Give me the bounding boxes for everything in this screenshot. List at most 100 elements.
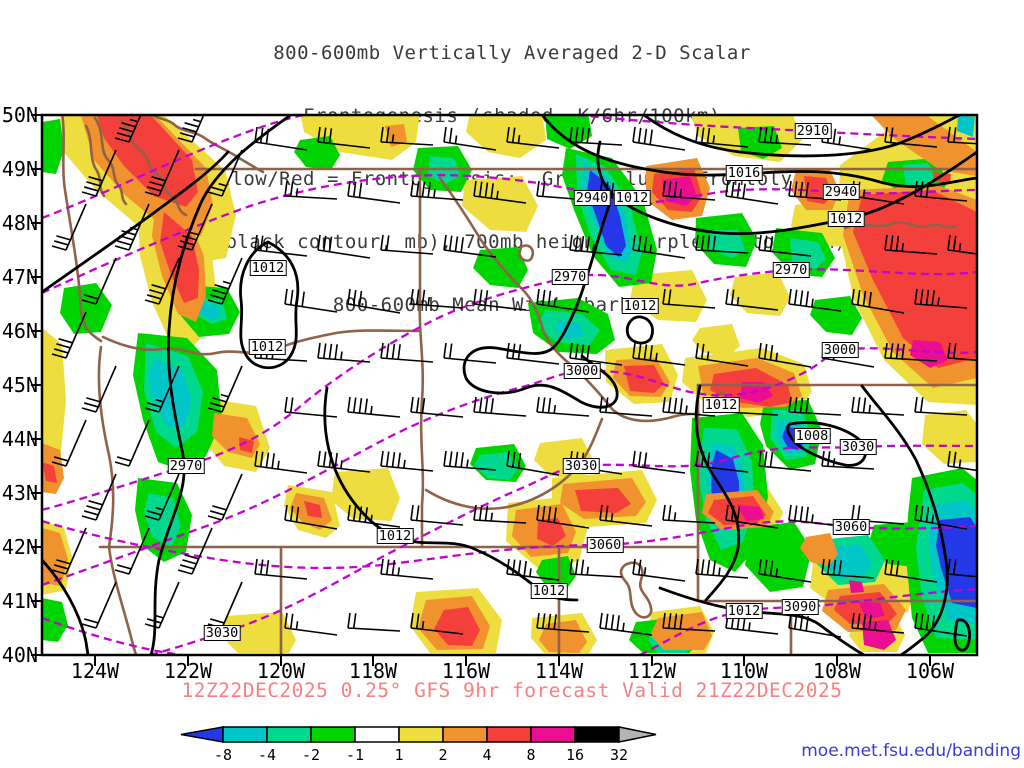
wind-barb: [914, 504, 968, 530]
wind-barb: [695, 126, 749, 148]
wind-barb: [473, 396, 527, 417]
wind-barb: [114, 203, 150, 251]
wind-barb: [632, 450, 686, 474]
colorbar-segment: [442, 726, 488, 743]
wind-barb: [317, 450, 371, 473]
wind-barb: [695, 234, 749, 254]
wind-barb: [978, 289, 1024, 309]
wind-barb: [788, 288, 842, 312]
wind-barb: [536, 612, 590, 633]
contour-label-1012: 1012: [613, 190, 651, 206]
mslp-contour: [694, 384, 741, 602]
lat-label-45N: 45N: [1, 373, 38, 397]
contour-label-3000: 3000: [563, 363, 601, 379]
map-frame: [31, 113, 979, 666]
wind-barb: [851, 288, 905, 314]
border-line: [151, 116, 265, 174]
shade-blob: [43, 528, 68, 586]
wind-barb: [506, 558, 560, 581]
wind-barb: [884, 126, 938, 148]
wind-barb: [51, 311, 87, 359]
colorbar-segment: [530, 726, 576, 743]
mslp-contour: [860, 384, 949, 654]
wind-barb: [506, 342, 560, 365]
wind-barb: [851, 612, 905, 634]
mslp-contour: [658, 586, 865, 654]
contour-label-3030: 3030: [839, 439, 877, 455]
border-line: [93, 116, 128, 206]
wind-barb: [851, 396, 905, 416]
wind-barb: [207, 473, 243, 521]
border-line: [517, 244, 534, 262]
contour-label-1012: 1012: [248, 339, 286, 355]
wind-barb: [599, 504, 653, 527]
wind-barb: [758, 342, 812, 368]
wind-barb: [254, 558, 308, 580]
shade-blob: [43, 598, 68, 642]
wind-barb: [947, 342, 976, 361]
colorbar-segment: [266, 726, 312, 743]
shade-blob: [294, 136, 340, 170]
shade-blob: [957, 116, 975, 137]
border-line: [61, 116, 103, 343]
contour-label-1012: 1012: [702, 397, 740, 413]
wind-barb: [788, 612, 842, 638]
colorbar-segment: [486, 726, 532, 743]
lon-label-108W: 108W: [812, 659, 862, 683]
contour-label-1008: 1008: [793, 428, 831, 444]
border-line: [619, 561, 653, 619]
wind-barb: [144, 581, 180, 629]
wind-barb: [725, 288, 779, 311]
wind-barb: [81, 581, 117, 629]
wind-barb: [695, 450, 749, 473]
wind-barb: [144, 473, 180, 521]
wind-barb: [758, 126, 812, 146]
lat-label-41N: 41N: [1, 589, 38, 613]
contour-label-2940: 2940: [822, 184, 860, 200]
wind-barb: [380, 558, 434, 580]
wind-barb: [317, 126, 371, 149]
shade-blob: [575, 488, 631, 513]
shade-blob: [745, 522, 812, 592]
colorbar-segment: [222, 726, 268, 743]
wind-barb: [410, 180, 464, 201]
wind-barb: [380, 450, 434, 472]
lon-label-116W: 116W: [441, 659, 491, 683]
shade-blob: [740, 382, 773, 403]
lat-label-44N: 44N: [1, 427, 38, 451]
border-line: [118, 118, 188, 217]
contour-label-3060: 3060: [832, 519, 870, 535]
wind-barb: [788, 396, 842, 416]
shade-blob: [43, 119, 64, 174]
shade-blob: [434, 607, 480, 646]
wind-barb: [473, 180, 527, 204]
wind-barb: [758, 450, 812, 472]
height-contour: [639, 587, 976, 654]
wind-barb: [632, 234, 686, 259]
border-line: [97, 345, 138, 654]
wind-barb: [254, 126, 308, 151]
wind-barb: [207, 149, 243, 197]
forecast-caption: 12Z22DEC2025 0.25° GFS 9hr forecast Vali…: [181, 679, 843, 702]
contour-label-1016: 1016: [725, 165, 763, 181]
contour-label-1012: 1012: [249, 260, 287, 276]
contour-label-3060: 3060: [586, 537, 624, 553]
contour-label-2970: 2970: [772, 262, 810, 278]
wind-barb: [569, 342, 623, 366]
wind-barb: [284, 180, 338, 200]
wind-barb: [695, 342, 749, 367]
watermark-url: moe.met.fsu.edu/banding: [801, 741, 1021, 761]
title-line-1: 800-600mb Vertically Averaged 2-D Scalar: [273, 42, 751, 64]
border-line: [418, 167, 425, 549]
wind-barb: [347, 504, 401, 528]
shade-blob: [853, 190, 976, 368]
lon-label-120W: 120W: [256, 659, 306, 683]
colorbar-segment: [574, 726, 620, 743]
wind-barb: [284, 396, 338, 418]
colorbar-tick-label: -4: [258, 746, 276, 764]
shade-blob: [545, 116, 592, 149]
wind-barb: [914, 612, 968, 637]
shade-blob: [474, 452, 518, 480]
wind-barb: [254, 234, 308, 257]
wind-barb: [51, 527, 87, 575]
